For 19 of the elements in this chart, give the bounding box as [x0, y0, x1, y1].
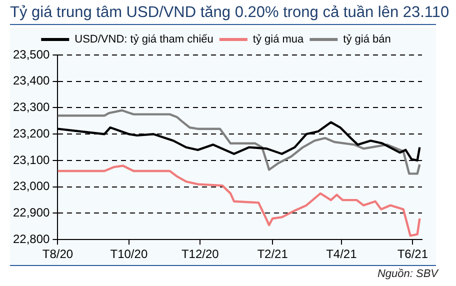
y-tick-label: 23,200 [13, 126, 50, 140]
legend-label: USD/VND: tỷ giá tham chiếu [74, 34, 214, 46]
y-tick-label: 23,300 [13, 100, 50, 114]
x-tick-label: T10/20 [110, 247, 148, 262]
text: Nguồn: SBV [377, 268, 438, 280]
y-tick-label: 23,000 [13, 179, 50, 194]
x-tick-label: T4/21 [326, 247, 358, 262]
y-tick-label: 23,400 [13, 74, 50, 88]
x-tick-label: T12/20 [181, 247, 220, 262]
legend-label: tỷ giá bán [343, 34, 391, 46]
y-tick-label: 23,500 [13, 47, 50, 62]
x-tick-label: T8/20 [42, 247, 74, 262]
y-tick-label: 22,900 [13, 206, 50, 220]
chart-title: Tỷ giá trung tâm USD/VND tăng 0.20% trong cả tuần lên 23.110 [10, 4, 450, 23]
legend-label: tỷ giá mua [252, 34, 305, 46]
x-tick-label: T6/21 [397, 247, 428, 262]
y-tick-label: 23,100 [13, 152, 50, 167]
y-tick-label: 22,800 [13, 232, 50, 246]
x-tick-label: T2/21 [257, 247, 288, 262]
